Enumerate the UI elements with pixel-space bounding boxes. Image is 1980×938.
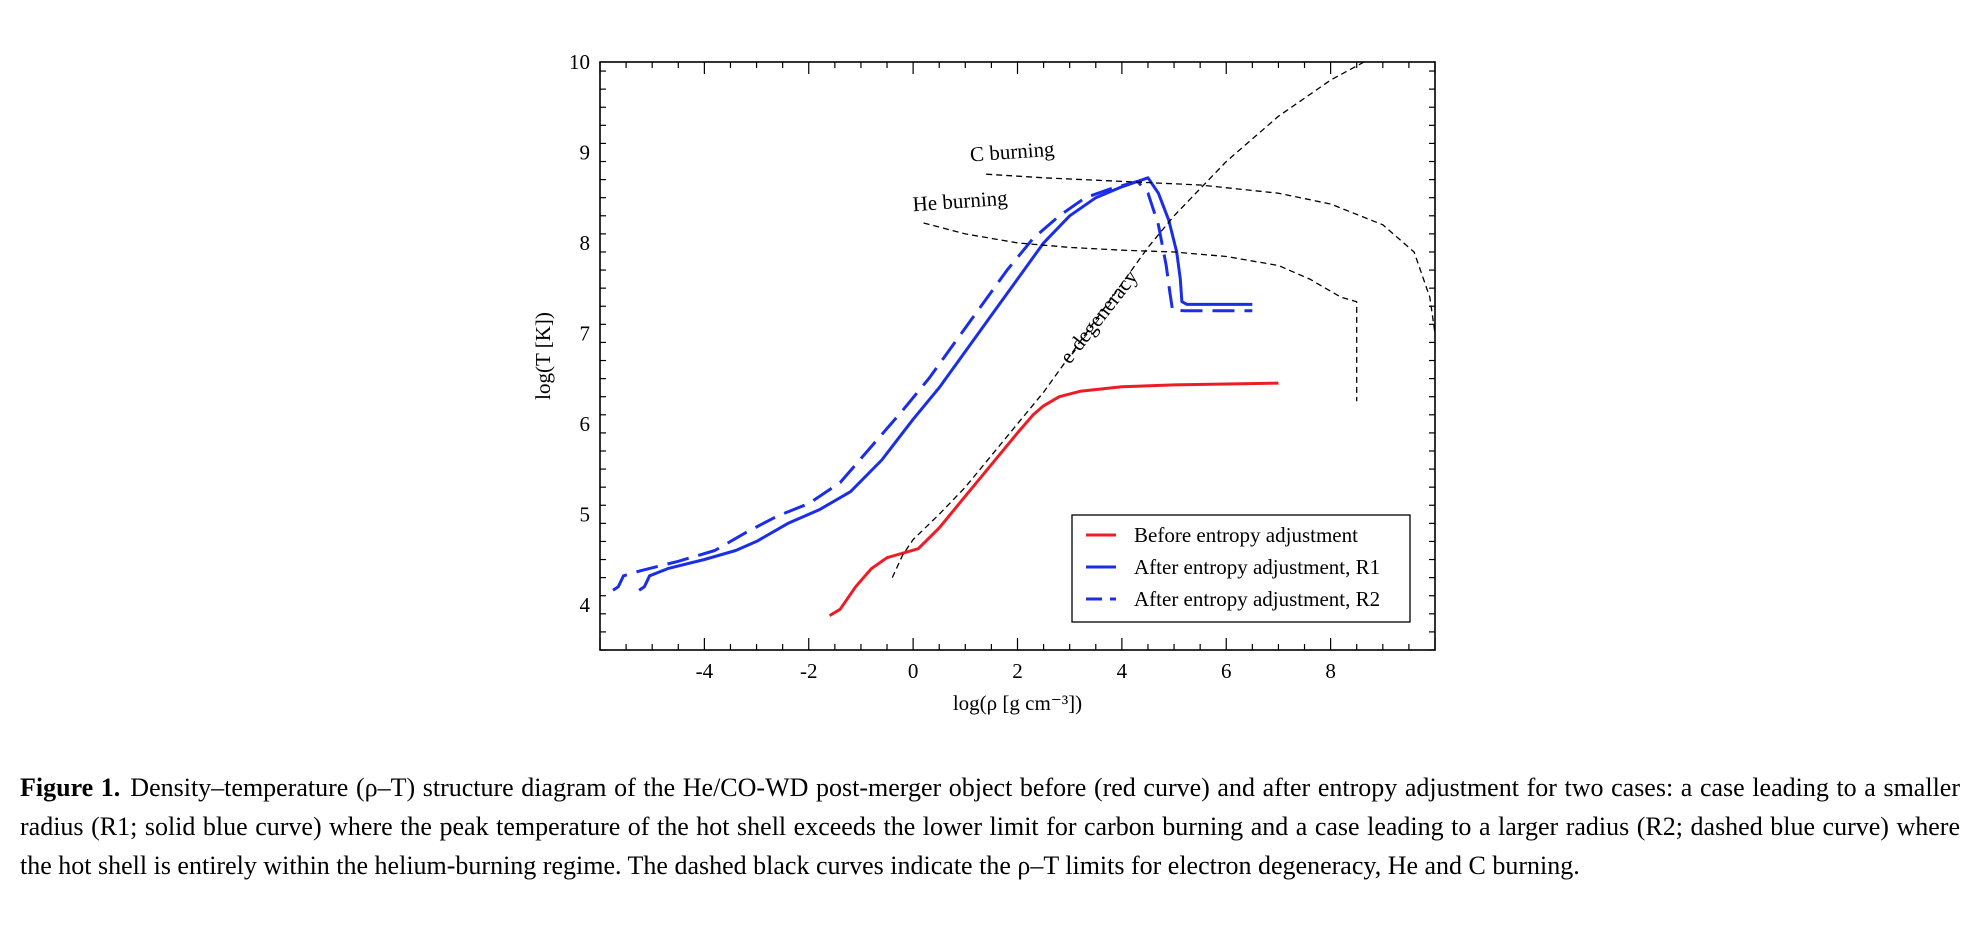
x-tick-label: 8: [1325, 659, 1336, 683]
x-axis-label: log(ρ [g cm⁻³]): [953, 691, 1082, 715]
legend-label: After entropy adjustment, R2: [1134, 587, 1380, 611]
series-line-0: [828, 381, 1279, 617]
x-tick-label: 2: [1012, 659, 1023, 683]
y-tick-label: 9: [580, 140, 591, 164]
curve-annotation: He burning: [912, 186, 1009, 217]
x-tick-label: 6: [1221, 659, 1232, 683]
y-tick-label: 4: [580, 593, 591, 617]
y-tick-label: 7: [580, 321, 591, 345]
y-tick-label: 8: [580, 231, 591, 255]
x-tick-label: 4: [1117, 659, 1128, 683]
limit-curve-5: [986, 173, 1435, 334]
y-axis-label: log(T [K]): [531, 312, 555, 400]
x-tick-label: -2: [800, 659, 818, 683]
curve-annotation: e-degeneracy: [1055, 265, 1143, 368]
legend-label: After entropy adjustment, R1: [1134, 555, 1380, 579]
limit-curve-3: [891, 62, 1366, 578]
figure-chart: -4 -2 0 2 4 6 8 4 5 6 7 8 9 10 log(ρ [g cm⁻³]) log(T [K…: [531, 50, 1436, 715]
legend-box: [1071, 514, 1411, 623]
y-tick-label: 5: [580, 502, 591, 526]
figure-caption: Figure 1. Density–temperature (ρ–T) struc…: [20, 768, 1960, 885]
caption-body: Density–temperature (ρ–T) structure diag…: [20, 773, 1960, 880]
series-line-2: [612, 179, 1253, 592]
y-tick-label: 6: [580, 412, 591, 436]
x-tick-label: 0: [908, 659, 919, 683]
series-line-1: [638, 176, 1253, 592]
legend-label: Before entropy adjustment: [1134, 523, 1358, 547]
x-tick-label: -4: [696, 659, 714, 683]
curve-annotation: C burning: [969, 137, 1056, 167]
caption-lead: Figure 1.: [20, 773, 121, 802]
y-tick-label: 10: [569, 50, 590, 74]
limit-curve-4: [923, 222, 1358, 402]
